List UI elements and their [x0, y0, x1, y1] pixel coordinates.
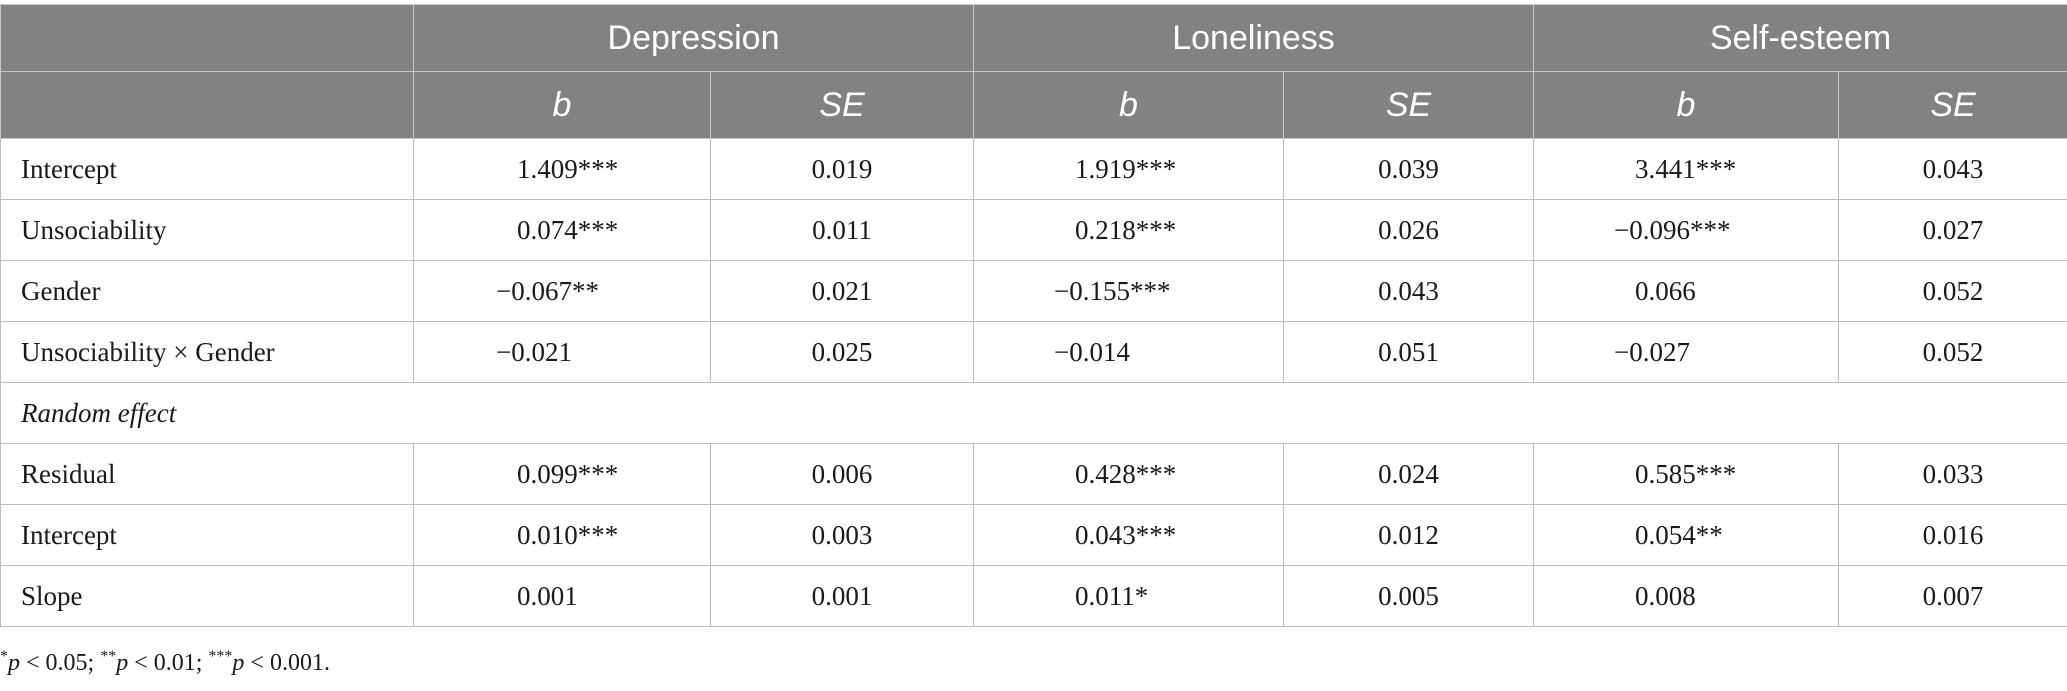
column-group-header-row: Depression Loneliness Self-esteem	[0, 4, 2067, 72]
sub-header-self-esteem-b: b	[1533, 71, 1840, 139]
cell-depression-b: −0.021	[413, 321, 711, 383]
cell-loneliness-b: 0.428***	[973, 443, 1285, 505]
table-row: Gender −0.067** 0.021 −0.155*** 0.043 0.…	[0, 260, 2067, 322]
sub-header-row: b SE b SE b SE	[0, 71, 2067, 139]
section-label: Random effect	[0, 382, 2067, 444]
column-group-self-esteem: Self-esteem	[1533, 4, 2067, 72]
row-label: Intercept	[0, 138, 414, 200]
cell-loneliness-b: 0.043***	[973, 504, 1285, 566]
table-body: Intercept 1.409*** 0.019 1.919*** 0.039 …	[0, 138, 2067, 627]
cell-self-esteem-se: 0.027	[1838, 199, 2067, 261]
column-group-loneliness: Loneliness	[973, 4, 1535, 72]
cell-loneliness-se: 0.039	[1283, 138, 1535, 200]
column-group-depression: Depression	[412, 4, 975, 72]
cell-depression-se: 0.003	[709, 504, 975, 566]
footnote-text-3: < 0.001.	[244, 650, 330, 676]
row-label: Residual	[0, 443, 414, 505]
cell-loneliness-b: 1.919***	[973, 138, 1285, 200]
cell-self-esteem-b: 0.008	[1533, 565, 1840, 627]
corner-header-cell	[0, 4, 414, 72]
sub-header-depression-se: SE	[709, 71, 975, 139]
cell-depression-b: 0.001	[413, 565, 711, 627]
cell-depression-se: 0.001	[709, 565, 975, 627]
row-label: Slope	[0, 565, 414, 627]
sub-header-loneliness-b: b	[973, 71, 1285, 139]
table-row: Unsociability 0.074*** 0.011 0.218*** 0.…	[0, 199, 2067, 261]
cell-self-esteem-se: 0.016	[1838, 504, 2067, 566]
cell-depression-se: 0.025	[709, 321, 975, 383]
table-row: Unsociability × Gender −0.021 0.025 −0.0…	[0, 321, 2067, 383]
sub-header-loneliness-se: SE	[1283, 71, 1535, 139]
cell-depression-b: 1.409***	[413, 138, 711, 200]
cell-loneliness-b: −0.014	[973, 321, 1285, 383]
table-row: Intercept 0.010*** 0.003 0.043*** 0.012 …	[0, 504, 2067, 566]
footnote-star-2: **	[100, 648, 117, 665]
cell-depression-b: 0.010***	[413, 504, 711, 566]
cell-self-esteem-se: 0.007	[1838, 565, 2067, 627]
cell-self-esteem-se: 0.052	[1838, 321, 2067, 383]
cell-loneliness-b: −0.155***	[973, 260, 1285, 322]
results-table-container: Depression Loneliness Self-esteem b SE b…	[0, 4, 2067, 627]
cell-self-esteem-se: 0.052	[1838, 260, 2067, 322]
footnote-p-1: p	[8, 650, 20, 676]
cell-loneliness-se: 0.012	[1283, 504, 1535, 566]
cell-self-esteem-b: −0.096***	[1533, 199, 1840, 261]
cell-self-esteem-b: 3.441***	[1533, 138, 1840, 200]
row-label: Unsociability × Gender	[0, 321, 414, 383]
table-row: Residual 0.099*** 0.006 0.428*** 0.024 0…	[0, 443, 2067, 505]
cell-depression-b: 0.099***	[413, 443, 711, 505]
cell-self-esteem-b: 0.585***	[1533, 443, 1840, 505]
cell-self-esteem-b: 0.066	[1533, 260, 1840, 322]
cell-loneliness-se: 0.043	[1283, 260, 1535, 322]
row-label: Unsociability	[0, 199, 414, 261]
footnote-p-3: p	[232, 650, 245, 676]
cell-depression-se: 0.021	[709, 260, 975, 322]
sub-header-blank	[0, 71, 414, 139]
sub-header-depression-b: b	[413, 71, 711, 139]
cell-loneliness-se: 0.051	[1283, 321, 1535, 383]
cell-loneliness-b: 0.011*	[973, 565, 1285, 627]
cell-self-esteem-b: 0.054**	[1533, 504, 1840, 566]
cell-depression-b: 0.074***	[413, 199, 711, 261]
cell-depression-b: −0.067**	[413, 260, 711, 322]
cell-depression-se: 0.019	[709, 138, 975, 200]
cell-loneliness-b: 0.218***	[973, 199, 1285, 261]
cell-loneliness-se: 0.026	[1283, 199, 1535, 261]
table-footnote: *p < 0.05; **p < 0.01; ***p < 0.001.	[0, 648, 330, 677]
cell-depression-se: 0.011	[709, 199, 975, 261]
footnote-star-1: *	[0, 648, 8, 665]
table-row: Slope 0.001 0.001 0.011* 0.005 0.008 0.0…	[0, 565, 2067, 627]
cell-self-esteem-se: 0.033	[1838, 443, 2067, 505]
row-label: Intercept	[0, 504, 414, 566]
section-row-random-effect: Random effect	[0, 382, 2067, 444]
footnote-text-1: < 0.05;	[20, 650, 101, 676]
row-label: Gender	[0, 260, 414, 322]
cell-loneliness-se: 0.024	[1283, 443, 1535, 505]
cell-self-esteem-se: 0.043	[1838, 138, 2067, 200]
footnote-text-2: < 0.01;	[128, 650, 209, 676]
cell-self-esteem-b: −0.027	[1533, 321, 1840, 383]
results-table: Depression Loneliness Self-esteem b SE b…	[0, 4, 2067, 627]
cell-loneliness-se: 0.005	[1283, 565, 1535, 627]
footnote-star-3: ***	[208, 648, 233, 665]
cell-depression-se: 0.006	[709, 443, 975, 505]
table-row: Intercept 1.409*** 0.019 1.919*** 0.039 …	[0, 138, 2067, 200]
footnote-p-2: p	[116, 650, 129, 676]
sub-header-self-esteem-se: SE	[1838, 71, 2067, 139]
